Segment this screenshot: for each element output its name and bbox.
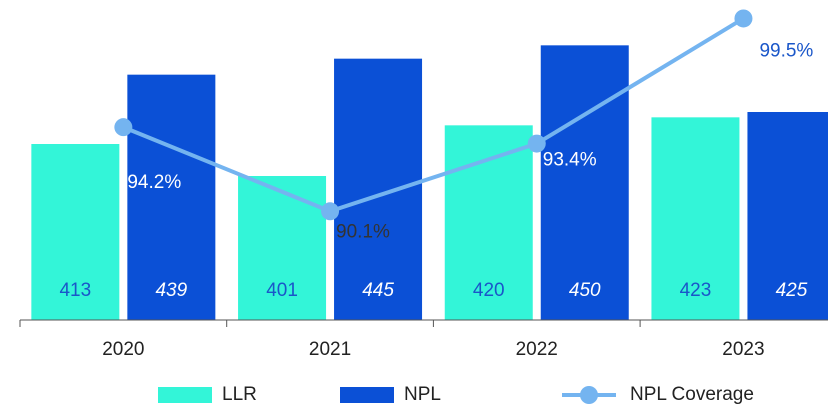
line-value-label: 99.5% <box>759 40 813 61</box>
bar <box>540 45 629 320</box>
x-tick-label: 2021 <box>309 339 351 360</box>
bar-value-label: 439 <box>155 280 187 301</box>
line-marker <box>114 118 133 137</box>
line-marker <box>734 9 753 28</box>
bar <box>651 117 740 320</box>
legend-label: NPL Coverage <box>630 384 754 405</box>
bar-value-label: 420 <box>473 280 505 301</box>
bar-value-label: 425 <box>776 280 808 301</box>
bar <box>238 176 327 320</box>
x-tick-label: 2020 <box>102 339 144 360</box>
bar-value-label: 413 <box>59 280 91 301</box>
bar-value-label: 401 <box>266 280 298 301</box>
line-value-label: 93.4% <box>543 150 597 171</box>
legend-swatch <box>158 387 212 403</box>
legend-label: LLR <box>222 384 257 405</box>
bar <box>747 112 828 320</box>
line-value-label: 90.1% <box>336 221 390 242</box>
bar <box>334 58 423 321</box>
bar-value-label: 450 <box>569 280 601 301</box>
x-tick-label: 2022 <box>516 339 558 360</box>
legend-label: NPL <box>404 384 441 405</box>
bar <box>31 144 120 320</box>
line-value-label: 94.2% <box>127 172 181 193</box>
bar <box>127 74 216 321</box>
line <box>122 16 745 214</box>
bar-value-label: 445 <box>362 280 394 301</box>
legend-marker <box>580 386 598 404</box>
bar-value-label: 423 <box>680 280 712 301</box>
line-marker <box>527 134 546 153</box>
legend-swatch <box>340 387 394 403</box>
line-marker <box>321 202 340 221</box>
x-tick-label: 2023 <box>722 339 764 360</box>
